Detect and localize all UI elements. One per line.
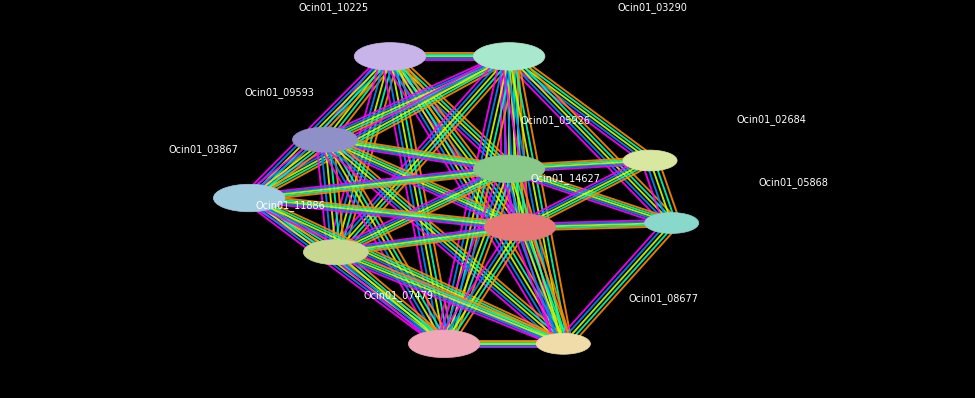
- Text: Ocin01_03867: Ocin01_03867: [169, 144, 238, 155]
- Text: Ocin01_02684: Ocin01_02684: [737, 114, 806, 125]
- Text: Ocin01_09593: Ocin01_09593: [245, 87, 314, 98]
- Text: Ocin01_11886: Ocin01_11886: [255, 200, 325, 211]
- Circle shape: [409, 330, 480, 357]
- Circle shape: [623, 150, 677, 171]
- Text: Ocin01_10225: Ocin01_10225: [298, 2, 369, 14]
- Text: Ocin01_05868: Ocin01_05868: [759, 177, 828, 187]
- Circle shape: [303, 240, 369, 265]
- Text: Ocin01_03290: Ocin01_03290: [617, 2, 687, 14]
- Circle shape: [644, 213, 699, 234]
- Text: Ocin01_08677: Ocin01_08677: [628, 293, 698, 304]
- Circle shape: [474, 43, 545, 70]
- Circle shape: [485, 213, 556, 241]
- Circle shape: [536, 334, 591, 354]
- Text: Ocin01_05926: Ocin01_05926: [520, 115, 590, 126]
- Circle shape: [214, 184, 285, 212]
- Circle shape: [354, 43, 426, 70]
- Circle shape: [474, 155, 545, 183]
- Text: Ocin01_07479: Ocin01_07479: [364, 290, 433, 301]
- Circle shape: [292, 127, 358, 152]
- Text: Ocin01_14627: Ocin01_14627: [530, 174, 601, 184]
